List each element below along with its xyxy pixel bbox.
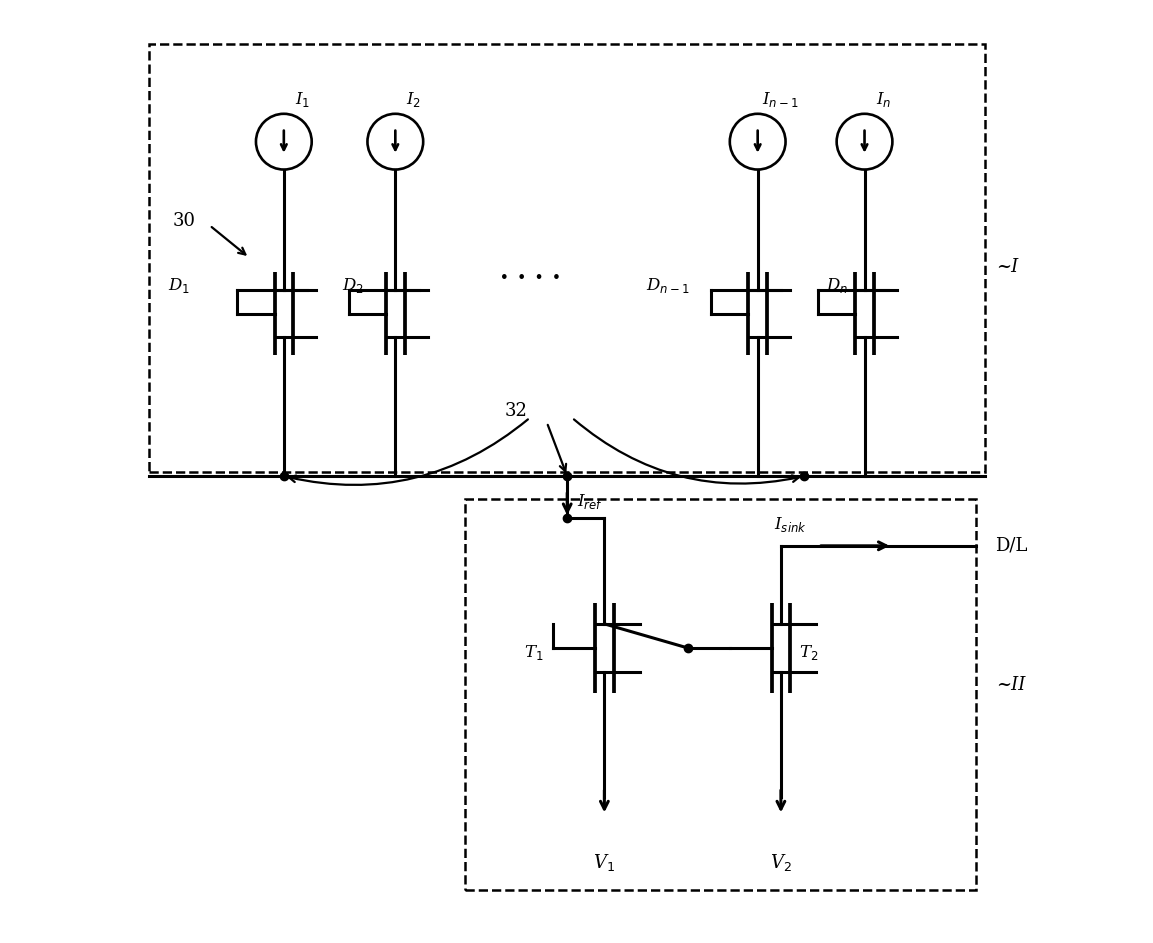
Text: D$_1$: D$_1$ (167, 276, 190, 295)
Text: I$_{sink}$: I$_{sink}$ (774, 515, 807, 534)
Text: D$_{n-1}$: D$_{n-1}$ (646, 276, 689, 295)
Text: D/L: D/L (995, 537, 1027, 554)
Text: ~II: ~II (996, 676, 1026, 694)
Text: ~I: ~I (996, 258, 1019, 276)
Text: V$_2$: V$_2$ (770, 852, 792, 873)
Text: I$_{ref}$: I$_{ref}$ (576, 491, 603, 511)
Text: I$_2$: I$_2$ (407, 91, 422, 109)
Text: I$_{n-1}$: I$_{n-1}$ (762, 91, 799, 109)
Text: D$_n$: D$_n$ (826, 276, 847, 295)
Text: T$_2$: T$_2$ (799, 643, 819, 662)
Text: I$_n$: I$_n$ (875, 91, 891, 109)
Text: D$_2$: D$_2$ (342, 276, 364, 295)
Text: I$_1$: I$_1$ (295, 91, 310, 109)
Text: 32: 32 (505, 402, 528, 421)
Text: T$_1$: T$_1$ (525, 643, 544, 662)
Text: . . . .: . . . . (499, 259, 560, 284)
Text: 30: 30 (172, 211, 195, 230)
Text: V$_1$: V$_1$ (594, 852, 616, 873)
